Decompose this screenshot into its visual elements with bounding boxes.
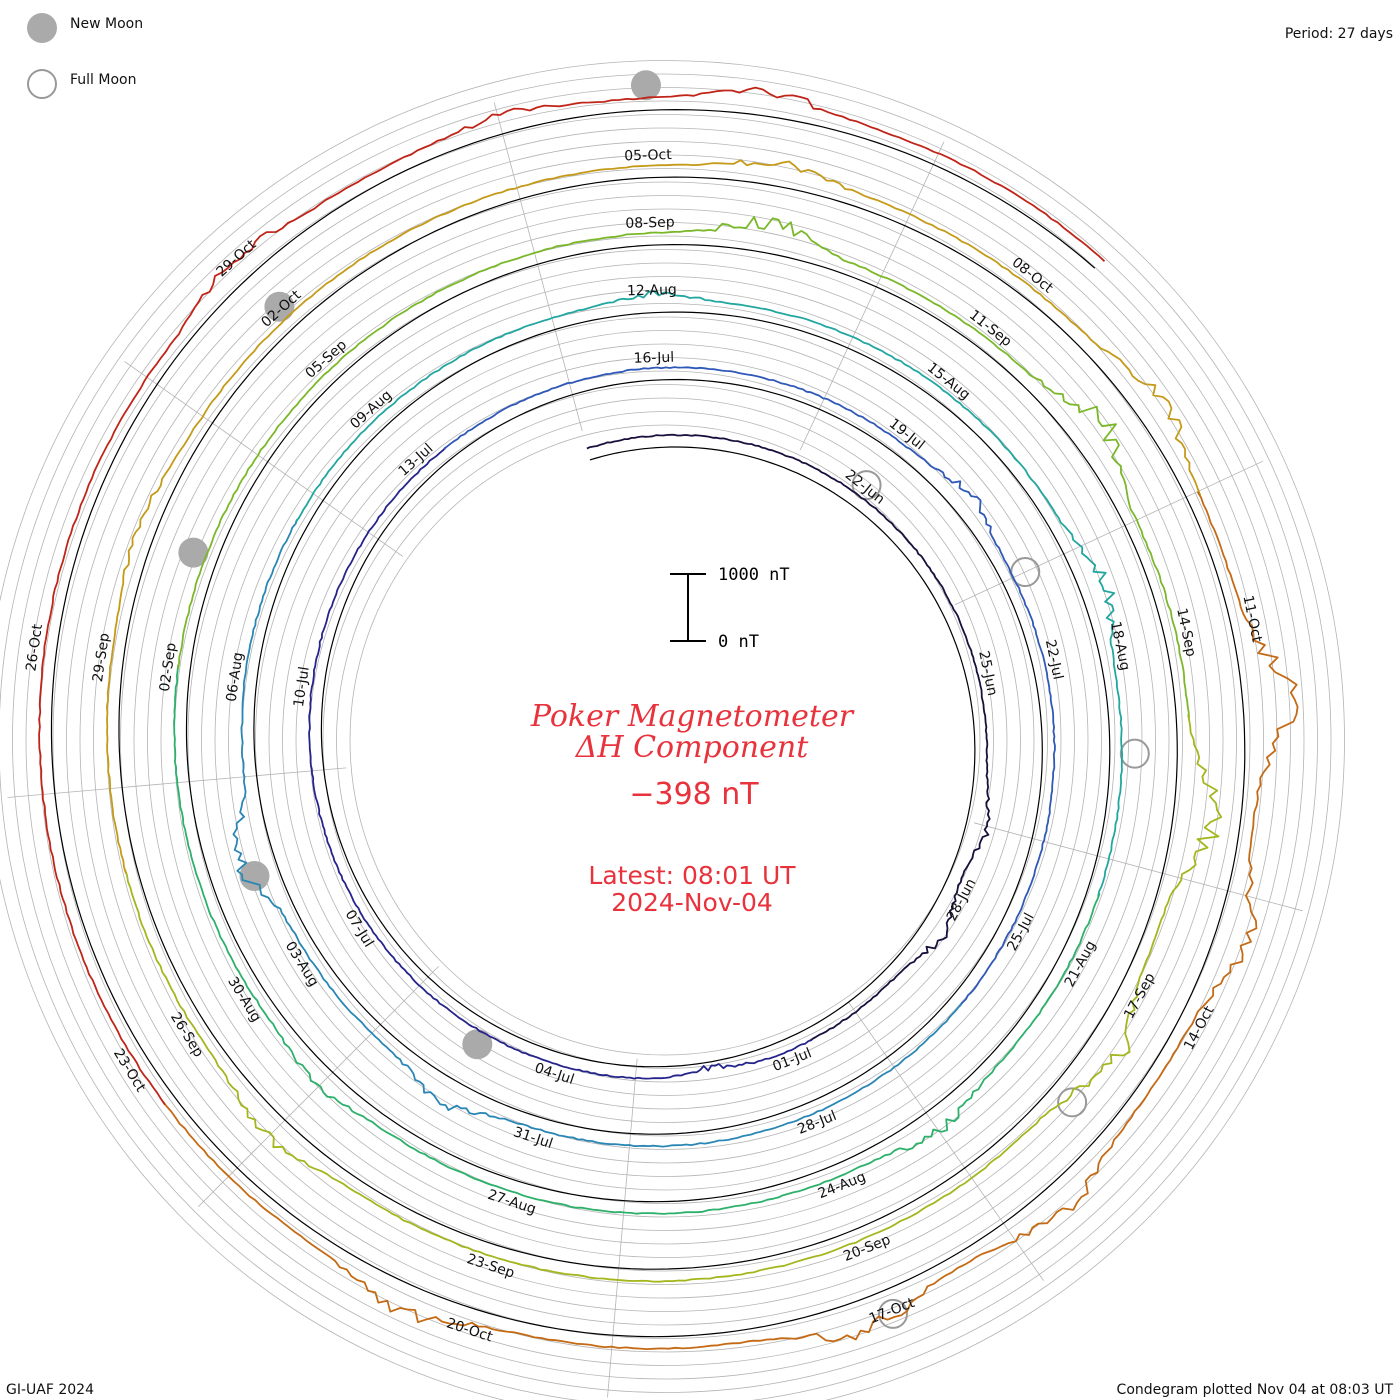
date-label: 08-Sep: [625, 214, 675, 231]
full-moon-marker: [1010, 557, 1041, 588]
grid-circle: [336, 411, 994, 1069]
grid-circle: [12, 87, 1318, 1393]
new-moon-marker: [462, 1029, 493, 1060]
grid-circle: [52, 127, 1278, 1353]
period-label: Period: 27 days: [1285, 26, 1393, 42]
grid-circle: [228, 303, 1102, 1177]
data-trace-segment: [106, 159, 1202, 874]
data-trace-segment: [586, 433, 991, 1042]
data-trace-segment: [232, 518, 963, 1148]
data-trace-segment: [38, 86, 1106, 1106]
grid-circle: [268, 343, 1062, 1137]
date-label: 06-Aug: [224, 651, 247, 703]
scale-high-label: 1000 nT: [718, 565, 790, 585]
date-label: 09-Aug: [347, 387, 395, 432]
plotted-note: Condegram plotted Nov 04 at 08:03 UT: [1117, 1382, 1394, 1398]
legend-full-moon-label: Full Moon: [70, 72, 136, 88]
grid-circle: [133, 208, 1197, 1272]
grid-circle: [255, 330, 1075, 1150]
current-value: −398 nT: [629, 777, 759, 812]
date-label: 10-Jul: [291, 666, 313, 708]
data-trace-segment: [294, 290, 1124, 897]
chart-title: Poker Magnetometer: [530, 699, 855, 734]
full-moon-icon: [27, 69, 57, 99]
date-label: 22-Jul: [1042, 638, 1066, 681]
scale-bar: 1000 nT 0 nT: [670, 565, 790, 652]
grid-circle: [322, 397, 1008, 1083]
date-label: 12-Aug: [627, 282, 677, 299]
grid-spoke: [198, 965, 440, 1207]
date-label: 29-Sep: [90, 632, 113, 683]
chart-subtitle: ΔH Component: [575, 730, 809, 765]
grid-circle: [79, 154, 1251, 1326]
grid-circle: [214, 289, 1116, 1191]
full-moon-marker: [877, 1298, 908, 1329]
date-label: 28-Jun: [944, 876, 980, 924]
grid-spoke: [954, 460, 1264, 606]
grid-circles: [0, 60, 1345, 1400]
grid-spoke: [124, 361, 404, 557]
grid-circle: [25, 100, 1305, 1380]
date-label: 05-Oct: [624, 147, 672, 164]
new-moon-icon: [27, 13, 57, 43]
grid-circle: [201, 276, 1129, 1204]
date-label: 17-Sep: [1121, 970, 1158, 1021]
grid-circle: [0, 60, 1345, 1400]
data-trace-segment: [123, 714, 1223, 1283]
new-moon-marker: [178, 537, 209, 568]
latest-date: 2024-Nov-04: [611, 888, 773, 917]
grid-spoke: [973, 822, 1303, 912]
new-moon-marker: [239, 861, 270, 892]
date-label: 05-Sep: [303, 337, 351, 382]
full-moon-marker: [1057, 1087, 1088, 1118]
data-trace-segment: [161, 491, 1299, 1350]
grid-circle: [93, 168, 1237, 1312]
legend-new-moon-label: New Moon: [70, 16, 143, 32]
data-trace-segment: [443, 366, 1056, 1007]
grid-circle: [187, 262, 1143, 1218]
legend: New Moon Full Moon: [27, 13, 143, 99]
date-label: 16-Jul: [633, 350, 674, 367]
grid-circle: [0, 73, 1332, 1400]
grid-spoke: [607, 1058, 638, 1398]
grid-circle: [295, 370, 1035, 1110]
grid-spoke: [848, 1001, 1044, 1281]
date-label: 21-Aug: [1062, 938, 1100, 990]
date-label: 26-Oct: [23, 623, 46, 673]
credit-label: GI-UAF 2024: [6, 1382, 94, 1398]
new-moon-marker: [264, 291, 295, 322]
date-label: 14-Oct: [1181, 1003, 1218, 1053]
data-trace-segment: [173, 664, 1101, 1215]
latest-time: Latest: 08:01 UT: [588, 861, 796, 890]
data-trace-segment: [177, 216, 1190, 719]
grid-spoke: [493, 102, 583, 432]
baseline-spiral: [50, 108, 1246, 1338]
data-trace: [38, 86, 1299, 1350]
grid-circle: [147, 222, 1183, 1258]
grid-circle: [120, 195, 1210, 1285]
data-trace-segment: [308, 446, 813, 1080]
grid-circle: [349, 424, 981, 1056]
grid-spokes: [7, 102, 1303, 1398]
scale-low-label: 0 nT: [718, 632, 759, 652]
grid-circle: [66, 141, 1264, 1339]
grid-circle: [160, 235, 1170, 1245]
baseline-circles: [50, 108, 1246, 1338]
full-moon-marker: [851, 470, 882, 501]
new-moon-marker: [630, 70, 661, 101]
full-moon-marker: [1119, 738, 1150, 769]
date-label: 02-Sep: [157, 642, 180, 693]
grid-circle: [282, 357, 1048, 1123]
moon-phase-markers: [178, 70, 1150, 1329]
